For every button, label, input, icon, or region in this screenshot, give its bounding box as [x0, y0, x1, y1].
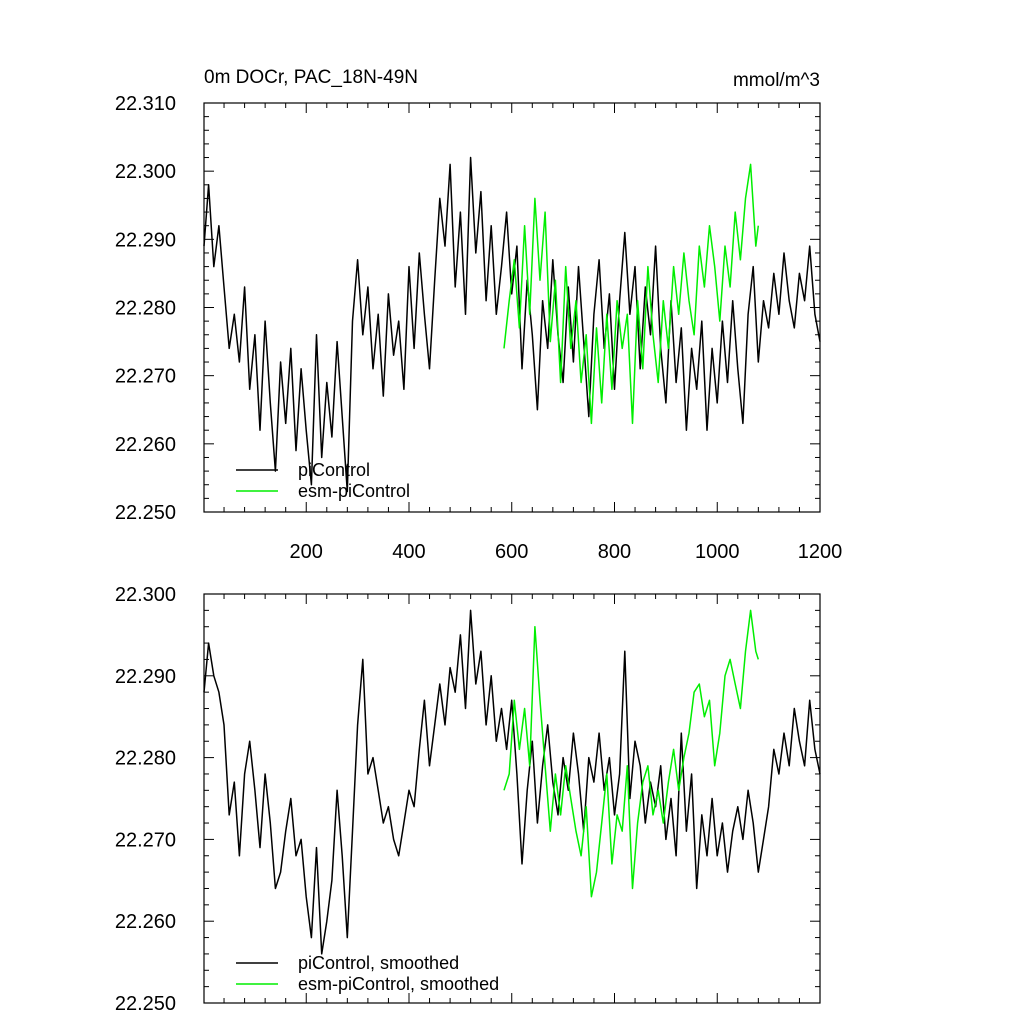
bottom-panel: 22.250 22.260 22.270 22.280 22.290 22.300 piCo…	[115, 584, 821, 1015]
x-tick-label: 600	[495, 541, 528, 563]
legend-label: esm-piControl, smoothed	[298, 974, 499, 994]
legend-label: piControl, smoothed	[298, 953, 459, 973]
series-line-esm-picontrol-smoothed	[503, 609, 760, 898]
top-panel: 0m DOCr, PAC_18N-49N mmol/m^3 22.250 22.2…	[115, 67, 842, 563]
y-tick-label: 22.300	[115, 161, 176, 183]
y-tick-label: 22.250	[115, 502, 176, 524]
y-tick-label: 22.280	[115, 748, 176, 770]
x-tick-label: 1000	[695, 541, 740, 563]
x-tick-label: 1200	[798, 541, 843, 563]
series-line-esm-picontrol	[503, 163, 760, 425]
legend-label: piControl	[298, 460, 370, 480]
y-tick-label: 22.280	[115, 298, 176, 320]
series-line-picontrol	[203, 156, 821, 493]
y-tick-label: 22.270	[115, 829, 176, 851]
y-tick-label: 22.300	[115, 584, 176, 606]
y-tick-label: 22.290	[115, 229, 176, 251]
chart-title: 0m DOCr, PAC_18N-49N	[204, 67, 418, 88]
units-label: mmol/m^3	[733, 70, 820, 91]
legend-label: esm-piControl	[298, 481, 410, 501]
x-tick-label: 400	[392, 541, 425, 563]
x-tick-label: 200	[290, 541, 323, 563]
y-tick-label: 22.290	[115, 666, 176, 688]
series-line-picontrol-smoothed	[203, 609, 821, 955]
y-tick-label: 22.250	[115, 993, 176, 1015]
y-tick-label: 22.260	[115, 911, 176, 933]
x-tick-label: 800	[598, 541, 631, 563]
y-tick-label: 22.270	[115, 366, 176, 388]
y-tick-label: 22.310	[115, 93, 176, 115]
y-tick-label: 22.260	[115, 434, 176, 456]
